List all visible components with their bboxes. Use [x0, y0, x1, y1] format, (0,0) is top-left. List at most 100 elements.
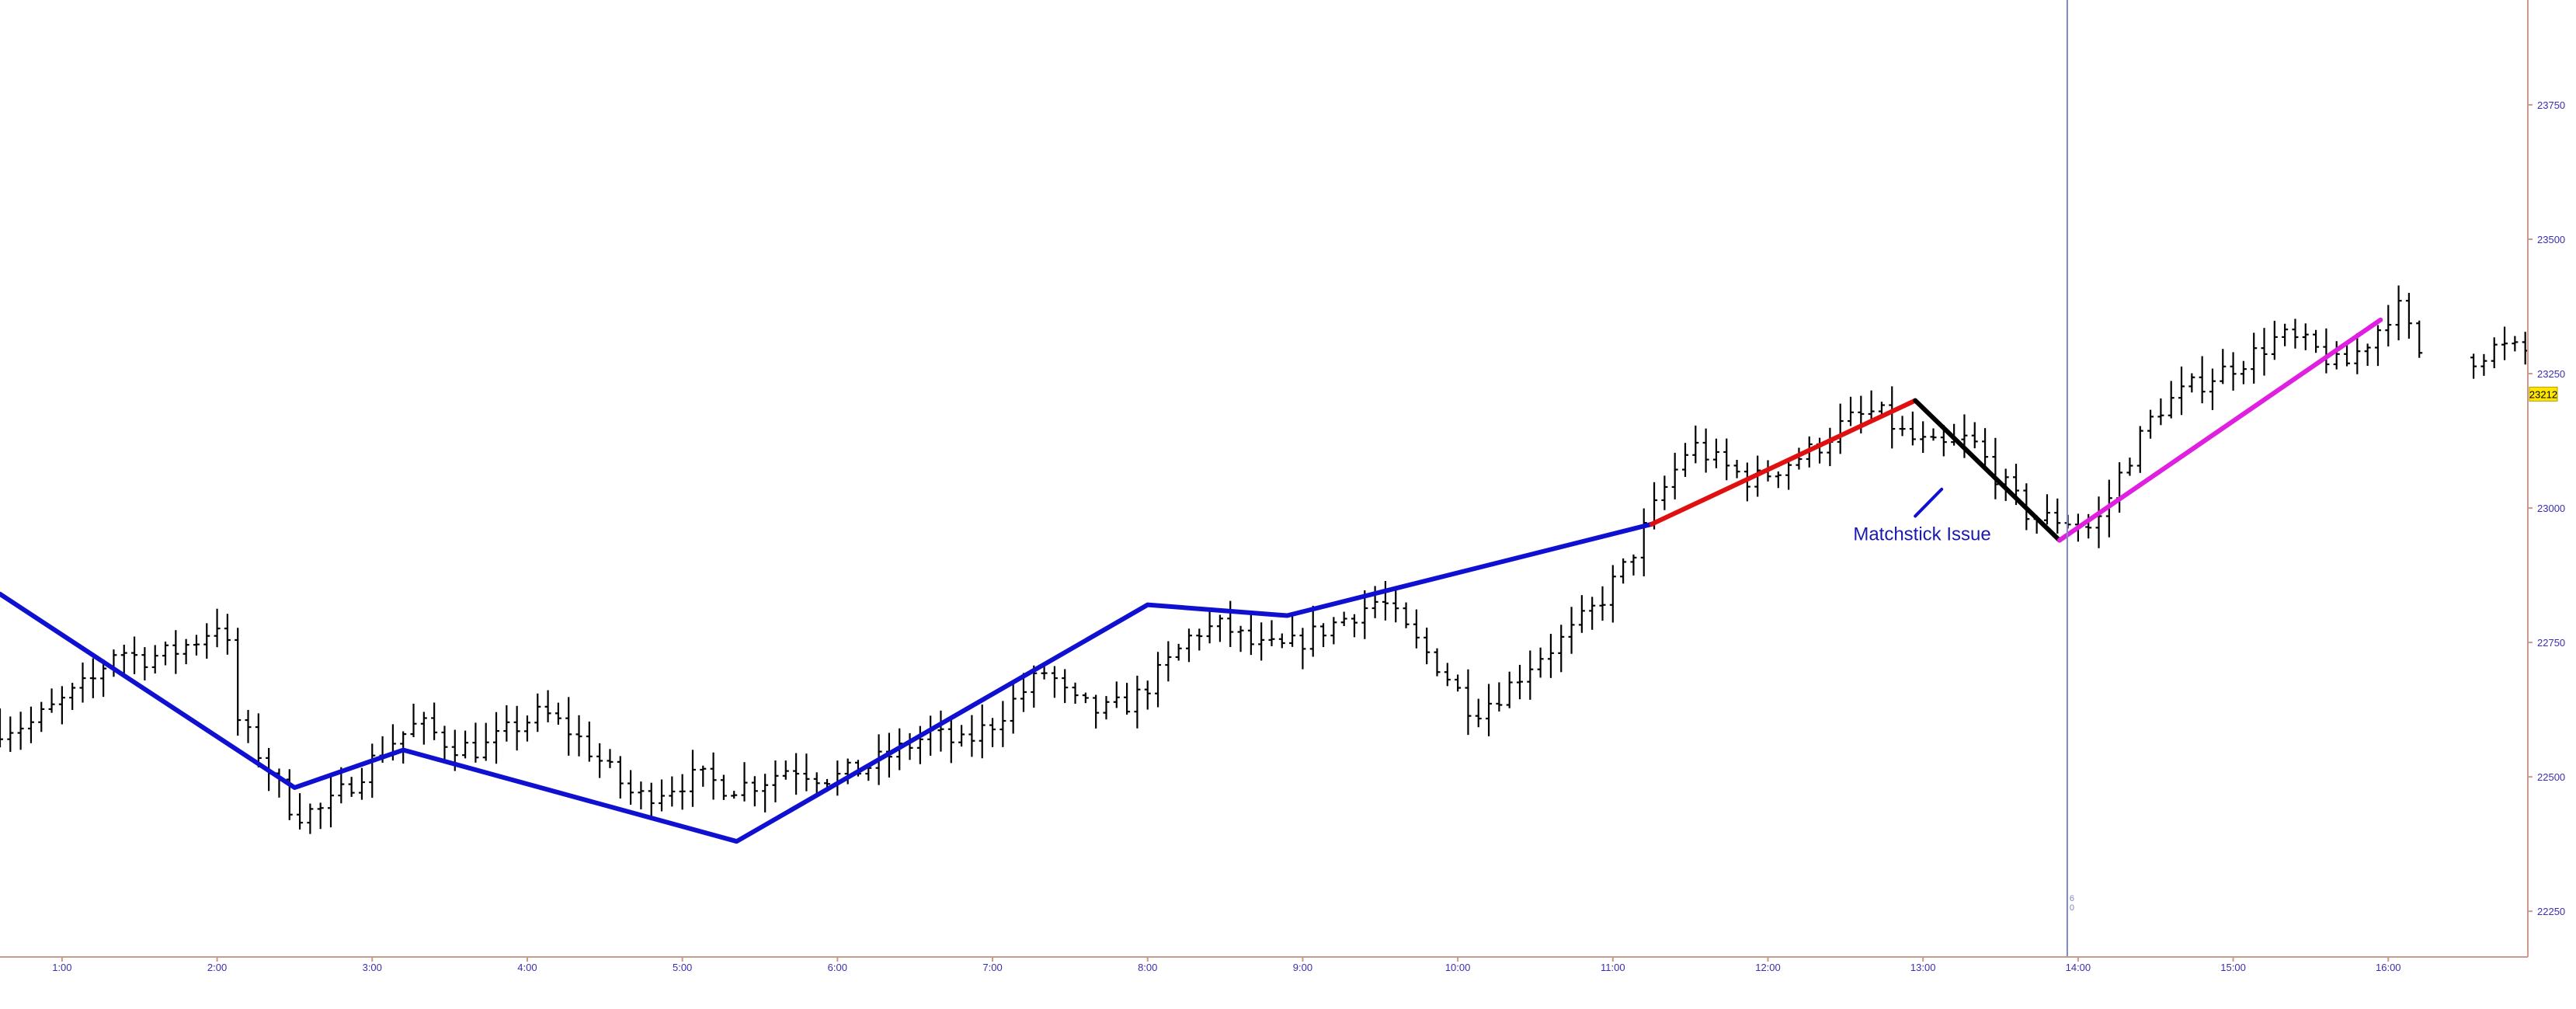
ohlc-bar — [1206, 608, 1213, 644]
ohlc-bar — [2480, 353, 2487, 376]
ohlc-bar — [2095, 496, 2102, 548]
annotation-group: Matchstick Issue — [1853, 487, 1991, 545]
ohlc-bar — [1020, 673, 1027, 712]
ohlc-bar — [317, 802, 324, 830]
ohlc-bar — [1920, 421, 1927, 453]
ohlc-bar — [1455, 674, 1462, 692]
ohlc-bar — [1424, 627, 1431, 665]
time-tick-label: 7:00 — [982, 962, 1002, 973]
ohlc-bar — [1547, 634, 1554, 678]
ohlc-bar — [916, 725, 923, 764]
ohlc-bar — [2136, 426, 2143, 473]
ohlc-bar — [141, 647, 148, 680]
last-price-tag: 23212 — [2529, 386, 2558, 402]
ohlc-bar — [1227, 600, 1234, 647]
wave-line-red — [1649, 398, 1918, 527]
ohlc-bar — [2157, 398, 2164, 426]
ohlc-bar — [793, 753, 800, 795]
ohlc-bar — [710, 752, 717, 800]
time-axis[interactable]: 1:00 2:00 3:00 4:00 5:00 6:00 7:00 8:00 9:00 10:0… — [52, 957, 2401, 973]
ohlc-bar — [369, 743, 376, 799]
ohlc-bar — [607, 749, 614, 768]
ohlc-bar — [2385, 304, 2392, 347]
ohlc-bar — [400, 731, 407, 764]
ohlc-bar — [2292, 318, 2299, 349]
price-tick-label: 22250 — [2537, 906, 2565, 917]
ohlc-bar — [1527, 650, 1534, 700]
ohlc-bar — [1144, 680, 1151, 710]
ohlc-bar — [782, 760, 789, 780]
time-tick-label: 3:00 — [363, 962, 382, 973]
ohlc-bar — [2240, 360, 2247, 384]
last-price-value: 23212 — [2529, 388, 2557, 400]
ohlc-bar — [1775, 471, 1782, 489]
ohlc-bar — [627, 770, 634, 805]
ohlc-bar — [689, 750, 696, 807]
ohlc-bar — [1247, 612, 1254, 656]
ohlc-bar — [2178, 366, 2185, 416]
ohlc-bar — [297, 793, 304, 830]
ohlc-bar — [1051, 666, 1058, 698]
ohlc-bar — [431, 702, 438, 740]
ohlc-bar — [1103, 696, 1110, 720]
ohlc-bar — [968, 715, 975, 757]
ohlc-bar — [1496, 682, 1503, 712]
ohlc-bar — [1113, 681, 1120, 708]
ohlc-bar — [1196, 628, 1203, 651]
price-tick-label: 23250 — [2537, 368, 2565, 380]
ohlc-bar — [1971, 422, 1978, 449]
ohlc-bar — [947, 717, 954, 764]
ohlc-bar — [307, 803, 314, 834]
ohlc-bar — [183, 638, 189, 665]
ohlc-bar — [1630, 554, 1637, 576]
ohlc-bar — [1712, 438, 1719, 468]
ohlc-bar — [120, 645, 127, 676]
ohlc-bar — [441, 725, 448, 760]
ohlc-bar — [1609, 565, 1616, 623]
ohlc-bar — [1010, 682, 1017, 734]
ohlc-bar — [472, 722, 479, 763]
ohlc-bar — [1486, 684, 1493, 736]
ohlc-bar — [2220, 349, 2227, 384]
ohlc-bar — [2323, 328, 2330, 374]
ohlc-bar — [2470, 353, 2477, 379]
ohlc-bar — [1434, 648, 1441, 677]
ohlc-bar — [131, 636, 138, 674]
ohlc-bar — [1475, 698, 1482, 728]
ohlc-bar — [7, 716, 14, 753]
ohlc-bar — [1723, 438, 1730, 481]
ohlc-bar — [586, 721, 593, 762]
ohlc-bar — [462, 730, 469, 759]
ohlc-bar — [2199, 356, 2206, 404]
ohlc-bar — [1516, 664, 1523, 700]
price-axis[interactable]: 22250 22500 22750 23000 23250 23500 23750 — [2528, 99, 2565, 917]
ohlc-bar — [1392, 586, 1399, 623]
ohlc-bar — [2251, 332, 2258, 384]
wave-line-blue — [0, 521, 1654, 844]
ohlc-bar — [1506, 671, 1513, 708]
ohlc-bar — [1289, 614, 1296, 647]
ohlc-bar — [638, 781, 645, 809]
ohlc-bar — [410, 703, 417, 738]
ohlc-bar — [700, 765, 707, 787]
ohlc-bar — [151, 645, 158, 674]
ohlc-bar — [69, 683, 76, 711]
ohlc-bar — [1165, 641, 1172, 682]
ohlc-bar — [979, 704, 986, 759]
ohlc-bar — [1743, 462, 1750, 502]
ohlc-bar — [1082, 692, 1089, 704]
ohlc-bar — [523, 715, 530, 742]
time-tick-label: 14:00 — [2066, 962, 2091, 973]
ohlc-bar — [1992, 437, 1999, 499]
ohlc-bar — [58, 686, 65, 725]
ohlc-bar — [420, 712, 427, 745]
ohlc-bar — [659, 779, 666, 812]
ohlc-bar — [2230, 352, 2237, 391]
ohlc-bar — [575, 715, 582, 757]
ohlc-bar — [617, 756, 624, 799]
time-tick-label: 13:00 — [1910, 962, 1936, 973]
price-tick-label: 23500 — [2537, 234, 2565, 245]
ohlc-bar — [596, 743, 603, 778]
